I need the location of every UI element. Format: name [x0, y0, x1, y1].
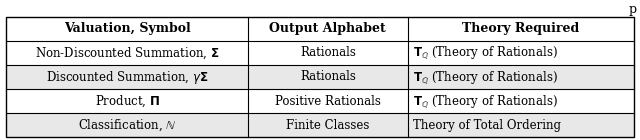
Text: Positive Rationals: Positive Rationals [275, 95, 381, 108]
Text: Discounted Summation, $\gamma\boldsymbol{\Sigma}$: Discounted Summation, $\gamma\boldsymbol… [46, 68, 209, 86]
Bar [6, 17, 634, 41]
Text: Rationals: Rationals [300, 46, 356, 59]
Text: Non-Discounted Summation, $\boldsymbol{\Sigma}$: Non-Discounted Summation, $\boldsymbol{\… [35, 45, 220, 61]
Text: Rationals: Rationals [300, 71, 356, 83]
Bar [6, 89, 634, 113]
Bar [6, 17, 634, 137]
Text: $\mathbf{T}_{\mathbb{Q}}$ (Theory of Rationals): $\mathbf{T}_{\mathbb{Q}}$ (Theory of Rat… [413, 44, 558, 61]
Text: Classification, $\mathbb{N}$: Classification, $\mathbb{N}$ [78, 117, 177, 133]
Bar [6, 41, 634, 65]
Text: Theory of Total Ordering: Theory of Total Ordering [413, 119, 561, 132]
Bar [6, 113, 634, 137]
Text: Product, $\boldsymbol{\Pi}$: Product, $\boldsymbol{\Pi}$ [95, 93, 160, 109]
Bar [6, 65, 634, 89]
Text: Finite Classes: Finite Classes [286, 119, 369, 132]
Text: $\mathbf{T}_{\mathbb{Q}}$ (Theory of Rationals): $\mathbf{T}_{\mathbb{Q}}$ (Theory of Rat… [413, 93, 558, 110]
Text: $\mathbf{T}_{\mathbb{Q}}$ (Theory of Rationals): $\mathbf{T}_{\mathbb{Q}}$ (Theory of Rat… [413, 68, 558, 86]
Text: Output Alphabet: Output Alphabet [269, 22, 386, 35]
Text: p: p [628, 3, 637, 16]
Text: Theory Required: Theory Required [462, 22, 579, 35]
Text: Valuation, Symbol: Valuation, Symbol [64, 22, 191, 35]
